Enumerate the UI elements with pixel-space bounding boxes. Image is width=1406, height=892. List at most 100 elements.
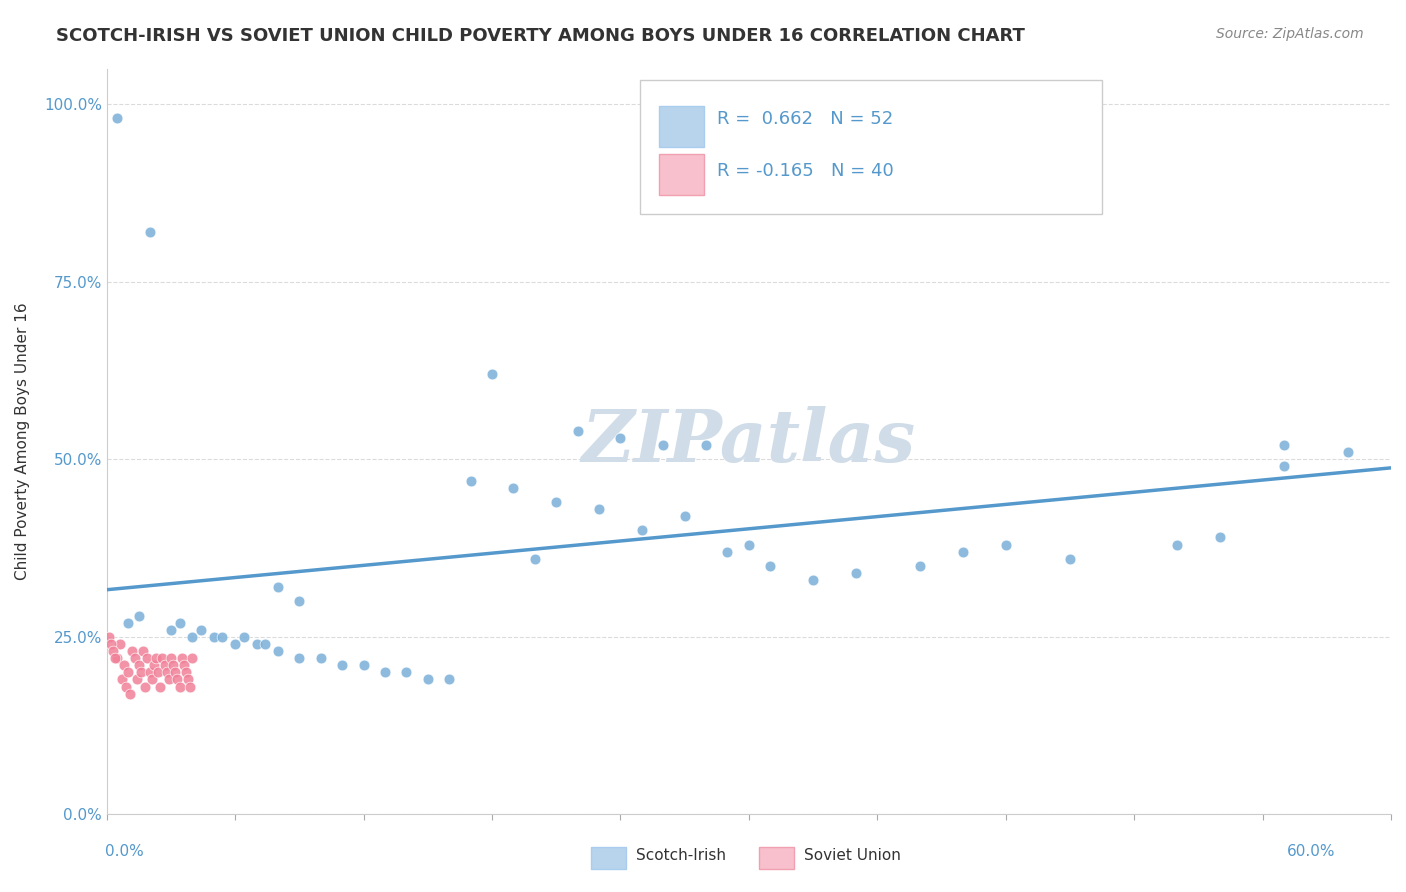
Point [845, 566, 868, 580]
Point [353, 658, 375, 673]
Point [202, 630, 225, 644]
Point [124, 651, 146, 665]
Point [115, 680, 138, 694]
Point [716, 544, 738, 558]
Point [165, 665, 187, 680]
Point [156, 665, 179, 680]
Point [117, 615, 139, 630]
Point [162, 658, 184, 673]
Point [177, 673, 200, 687]
Point [111, 673, 134, 687]
Point [267, 644, 290, 658]
Point [145, 651, 167, 665]
Point [141, 673, 163, 687]
Point [120, 687, 142, 701]
Point [609, 431, 631, 445]
Point [245, 637, 267, 651]
Point [129, 665, 152, 680]
Point [181, 630, 204, 644]
Point [801, 573, 824, 587]
Text: Scotch-Irish: Scotch-Irish [636, 848, 725, 863]
Point [107, 651, 129, 665]
Point [502, 481, 524, 495]
Point [1272, 438, 1295, 452]
Point [174, 665, 197, 680]
Point [170, 651, 193, 665]
Point [546, 495, 568, 509]
Point [738, 537, 761, 551]
Point [146, 665, 169, 680]
Point [994, 537, 1017, 551]
Point [132, 644, 155, 658]
Point [169, 680, 191, 694]
Point [112, 658, 135, 673]
Text: R = -0.165   N = 40: R = -0.165 N = 40 [717, 162, 894, 180]
Point [267, 580, 290, 594]
Point [288, 651, 311, 665]
Point [211, 630, 233, 644]
Point [181, 651, 204, 665]
Point [97, 630, 120, 644]
Point [160, 651, 183, 665]
Point [190, 623, 212, 637]
Point [1272, 459, 1295, 474]
Point [104, 651, 127, 665]
Point [523, 551, 546, 566]
Point [952, 544, 974, 558]
Point [138, 225, 160, 239]
Point [153, 658, 176, 673]
Point [152, 651, 174, 665]
Text: 60.0%: 60.0% [1288, 845, 1336, 859]
Point [125, 673, 148, 687]
Point [374, 665, 396, 680]
Point [128, 608, 150, 623]
Point [121, 644, 143, 658]
Point [160, 623, 183, 637]
Point [169, 615, 191, 630]
Point [481, 367, 503, 381]
Point [288, 594, 311, 608]
Point [107, 112, 129, 126]
Text: SCOTCH-IRISH VS SOVIET UNION CHILD POVERTY AMONG BOYS UNDER 16 CORRELATION CHART: SCOTCH-IRISH VS SOVIET UNION CHILD POVER… [56, 27, 1025, 45]
Point [142, 658, 165, 673]
FancyBboxPatch shape [640, 79, 1102, 214]
Text: 0.0%: 0.0% [105, 845, 145, 859]
Point [780, 132, 803, 146]
Point [416, 673, 439, 687]
Point [173, 658, 195, 673]
Point [631, 524, 654, 538]
Point [179, 680, 201, 694]
Point [759, 558, 782, 573]
Point [1209, 530, 1232, 544]
Point [673, 509, 696, 524]
Point [128, 658, 150, 673]
Point [101, 644, 124, 658]
Y-axis label: Child Poverty Among Boys Under 16: Child Poverty Among Boys Under 16 [15, 302, 30, 581]
Point [149, 680, 172, 694]
Point [166, 673, 188, 687]
Text: ZIPatlas: ZIPatlas [582, 406, 915, 477]
Point [1166, 537, 1188, 551]
Point [254, 637, 277, 651]
Point [138, 665, 160, 680]
Point [309, 651, 332, 665]
FancyBboxPatch shape [659, 106, 704, 147]
Point [437, 673, 460, 687]
Point [460, 474, 482, 488]
Point [157, 673, 180, 687]
Point [588, 502, 610, 516]
Point [567, 424, 589, 438]
Point [1337, 445, 1360, 459]
Text: Source: ZipAtlas.com: Source: ZipAtlas.com [1216, 27, 1364, 41]
Point [395, 665, 418, 680]
Point [134, 680, 156, 694]
Point [136, 651, 159, 665]
Point [100, 637, 122, 651]
Point [224, 637, 246, 651]
Text: Soviet Union: Soviet Union [804, 848, 901, 863]
Point [117, 665, 139, 680]
Point [108, 637, 131, 651]
Point [652, 438, 675, 452]
Point [908, 558, 931, 573]
Point [1059, 551, 1081, 566]
